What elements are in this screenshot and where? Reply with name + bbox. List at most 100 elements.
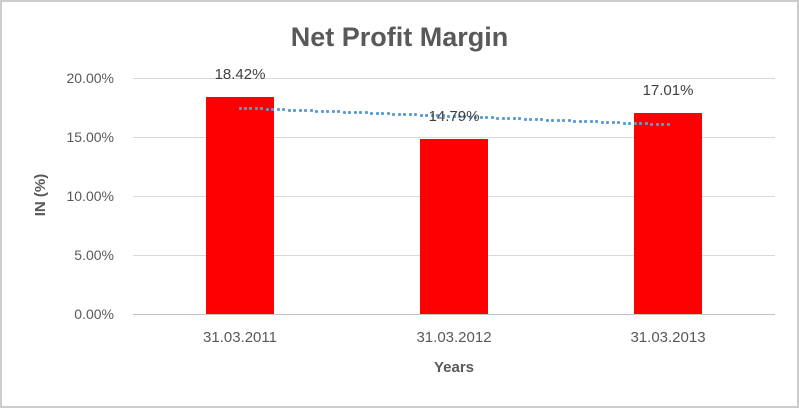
trendline-dot <box>540 118 544 122</box>
bar <box>634 113 702 314</box>
trendline-dot <box>320 109 324 113</box>
trendline-dot <box>452 114 456 118</box>
y-tick-label: 15.00% <box>66 129 114 145</box>
trendline-dot <box>485 116 489 120</box>
bar <box>206 96 274 314</box>
plot-area: 18.42% 31.03.2011 14.79% 31.03.2012 17.01% 31… <box>133 66 775 346</box>
trendline-dot <box>496 116 500 120</box>
trendline-dot <box>243 106 247 110</box>
x-tick-label: 31.03.2012 <box>416 329 492 346</box>
x-tick-label: 31.03.2011 <box>203 329 277 346</box>
trendline-dot <box>414 113 418 117</box>
trendline-dot <box>545 118 549 122</box>
trendline-dot <box>408 113 412 117</box>
trendline-dot <box>617 121 621 125</box>
x-tick-label: 31.03.2013 <box>630 329 706 346</box>
trendline-dot <box>523 117 527 121</box>
trendline-dot <box>254 107 258 111</box>
trendline-dot <box>578 119 582 123</box>
bar <box>420 139 488 314</box>
trendline-dot <box>655 122 659 126</box>
trendline-dot <box>364 111 368 115</box>
trendline-dot <box>359 111 363 115</box>
chart-title: Net Profit Margin <box>290 22 509 52</box>
trendline-dot <box>551 118 555 122</box>
x-axis-title: Years <box>433 359 475 376</box>
trendline-dot <box>238 106 242 110</box>
trendline-dot <box>260 107 264 111</box>
trendline-dot <box>403 112 407 116</box>
trendline-dot <box>534 118 538 122</box>
trendline-dot <box>589 120 593 124</box>
trendline-dot <box>639 122 643 126</box>
trendline-dot <box>468 115 472 119</box>
trendline-dot <box>441 114 445 118</box>
trendline-dot <box>419 113 423 117</box>
trendline-dot <box>309 109 313 113</box>
gridline <box>133 137 775 138</box>
trendline-dot <box>265 107 269 111</box>
trendline-dot <box>381 112 385 116</box>
trendline-dot <box>490 116 494 120</box>
data-label: 17.01% <box>642 82 694 100</box>
trendline-dot <box>622 121 626 125</box>
trendline-dot <box>628 121 632 125</box>
trendline-dot <box>573 119 577 123</box>
data-label: 14.79% <box>428 108 480 126</box>
trendline-dot <box>567 119 571 123</box>
trendline-dot <box>463 115 467 119</box>
trendline-dot <box>556 118 560 122</box>
trendline-dot <box>507 117 511 121</box>
trendline-dot <box>425 113 429 117</box>
trendline-dot <box>457 115 461 119</box>
trendline-dot <box>644 122 648 126</box>
trendline-dot <box>249 107 253 111</box>
trendline-dot <box>386 112 390 116</box>
trendline-dot <box>326 110 330 113</box>
trendline-dot <box>298 108 302 112</box>
trendline-dot <box>331 110 335 114</box>
trendline-dot <box>348 110 352 114</box>
trendline-dot <box>661 123 664 126</box>
trendline-dot <box>353 111 357 115</box>
trendline-dot <box>287 108 291 112</box>
trendline-dot <box>595 120 599 124</box>
trendline-dot <box>447 114 450 118</box>
trendline-dot <box>562 119 566 123</box>
x-axis-line <box>133 314 775 315</box>
trendline-dot <box>633 121 637 125</box>
trendline-dot <box>282 108 286 112</box>
trendline-dot <box>392 112 396 116</box>
trendline-dot <box>304 109 308 113</box>
trendline-dot <box>479 115 483 119</box>
trendline-dot <box>397 112 401 116</box>
trendline-dot <box>611 121 615 125</box>
trendline-dot <box>430 114 434 118</box>
trendline-dot <box>375 111 379 115</box>
trendline-dot <box>584 120 588 124</box>
y-tick-label: 5.00% <box>74 247 114 263</box>
trendline-dot <box>474 115 478 119</box>
y-tick-label: 0.00% <box>74 306 114 322</box>
trendline-dot <box>276 108 280 112</box>
trendline-dot <box>512 117 516 121</box>
gridline <box>133 78 775 79</box>
data-label: 18.42% <box>214 65 266 83</box>
trendline-dot <box>436 114 440 118</box>
trendline-dot <box>370 111 374 115</box>
trendline-dot <box>271 107 275 111</box>
trendline-dot <box>529 117 533 121</box>
trendline-dot <box>518 117 522 121</box>
trendline-dot <box>337 110 341 114</box>
trendline-dot <box>600 120 604 124</box>
trendline-dot <box>293 108 297 112</box>
trendline-dot <box>666 123 670 127</box>
trendline-dot <box>501 116 505 120</box>
y-tick-label: 20.00% <box>66 70 114 86</box>
trendline-dot <box>315 109 319 113</box>
y-tick-label: 10.00% <box>66 188 114 204</box>
trendline-dot <box>650 122 654 126</box>
trendline-dot <box>342 110 346 114</box>
trendline-dot <box>606 120 610 124</box>
